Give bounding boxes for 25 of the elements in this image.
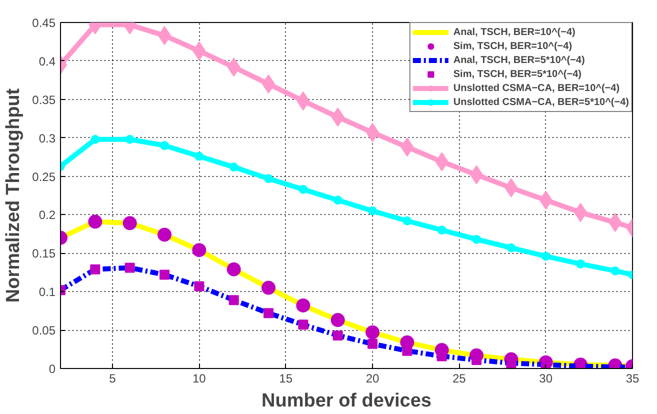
x-tick-label: 25 — [452, 372, 466, 386]
y-tick-label: 0.35 — [32, 92, 56, 107]
legend-label: Anal, TSCH, BER=5*10^(−4) — [453, 54, 585, 67]
x-axis-title: Number of devices — [262, 390, 432, 412]
y-tick-label: 0.05 — [32, 324, 56, 338]
y-tick-label: 0.1 — [38, 285, 56, 300]
legend-label: Sim, TSCH, BER=10^(−4) — [453, 40, 572, 53]
y-tick-label: 0.3 — [38, 131, 56, 146]
y-tick-label: 0.15 — [32, 246, 56, 261]
legend-label: Unslotted CSMA−CA, BER=5*10^(−4) — [453, 96, 629, 109]
y-tick-label: 0.4 — [38, 54, 56, 68]
y-tick-label: 0 — [48, 362, 56, 376]
y-tick-label: 0.45 — [32, 16, 56, 30]
x-tick-label: 10 — [192, 372, 206, 386]
legend-label: Unslotted CSMA−CA, BER=10^(−4) — [453, 82, 620, 95]
y-axis-title: Normalized Throughput — [3, 88, 24, 303]
x-tick-label: 15 — [279, 372, 293, 386]
y-tick-label: 0.25 — [32, 170, 56, 184]
legend-label: Anal, TSCH, BER=10^(−4) — [453, 26, 576, 39]
x-tick-label: 20 — [366, 372, 380, 386]
y-tick-label: 0.2 — [38, 208, 56, 222]
legend-label: Sim, TSCH, BER=5*10^(−4) — [453, 68, 582, 81]
x-tick-label: 35 — [626, 372, 640, 386]
x-tick-label: 5 — [109, 372, 116, 386]
x-tick-label: 30 — [539, 372, 553, 386]
